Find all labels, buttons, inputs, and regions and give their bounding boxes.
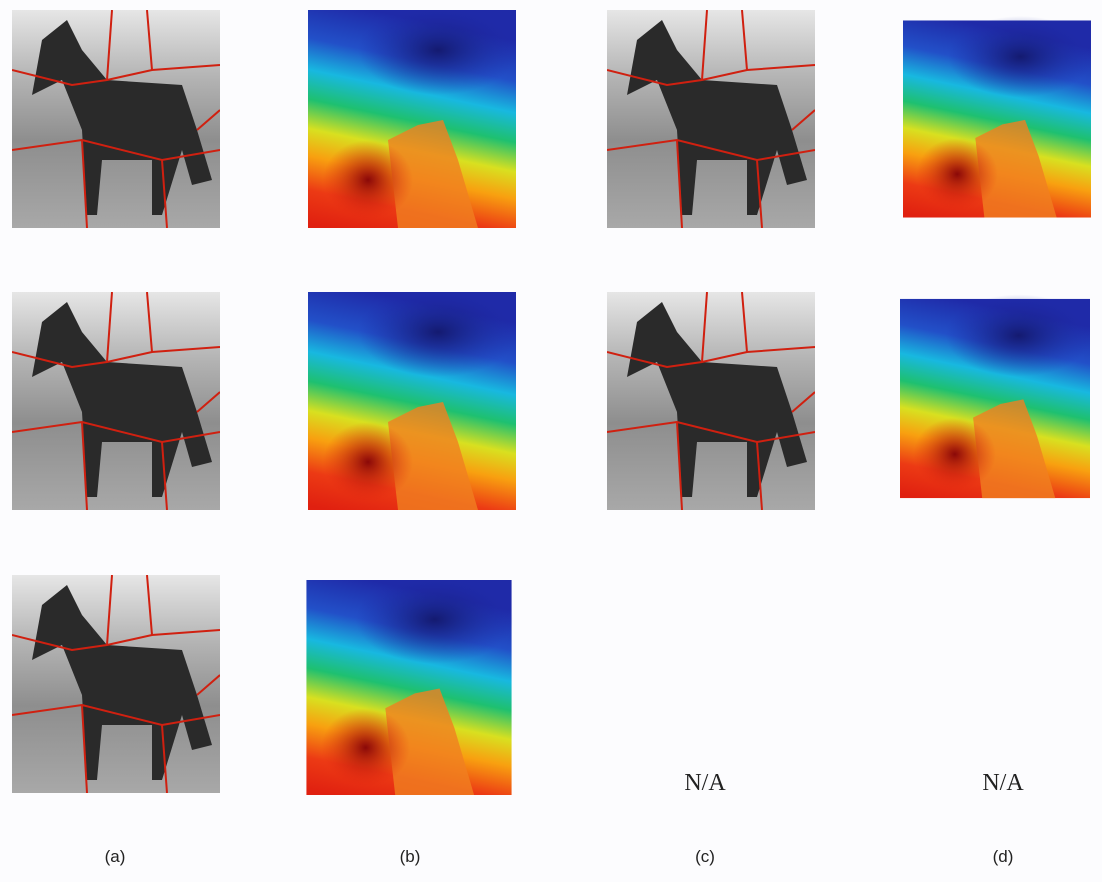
column-label: (b) xyxy=(400,847,421,866)
column-label: (d) xyxy=(993,847,1014,866)
image-heatmap xyxy=(900,294,1090,499)
image-segmentation xyxy=(607,10,815,228)
image-segmentation xyxy=(607,292,815,510)
column-label: (c) xyxy=(695,847,715,866)
image-segmentation xyxy=(12,10,220,228)
column-label: (a) xyxy=(105,847,126,866)
image-heatmap xyxy=(308,10,516,228)
image-heatmap xyxy=(306,580,513,795)
image-grid xyxy=(12,10,1091,795)
image-heatmap xyxy=(903,15,1091,218)
image-heatmap xyxy=(308,292,516,510)
image-segmentation xyxy=(12,575,220,793)
missing-entry: N/A xyxy=(982,770,1024,796)
image-segmentation xyxy=(12,292,220,510)
missing-entry: N/A xyxy=(684,770,726,796)
